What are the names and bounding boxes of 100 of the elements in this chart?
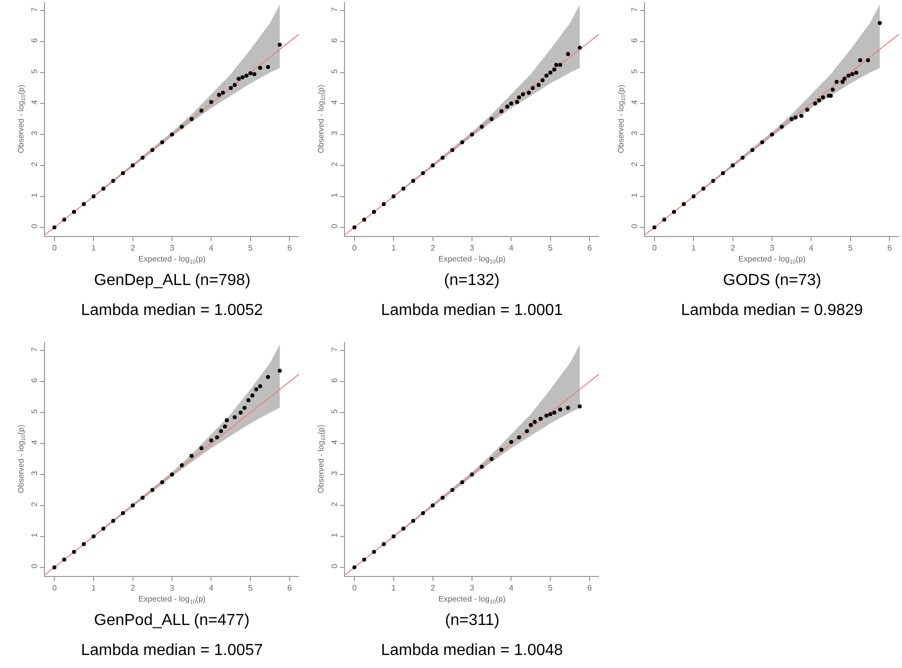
point <box>228 86 233 90</box>
x-tick-label: 2 <box>730 244 736 253</box>
point <box>548 70 552 75</box>
point <box>352 565 356 570</box>
point <box>250 394 254 398</box>
y-tick-label: 3 <box>330 470 339 476</box>
point <box>544 74 548 78</box>
y-tick-label: 3 <box>330 130 339 136</box>
point <box>805 108 810 112</box>
point <box>526 90 531 95</box>
point <box>711 178 716 183</box>
point <box>566 406 570 410</box>
y-tick-label: 4 <box>330 100 339 105</box>
point <box>215 435 220 440</box>
point <box>111 178 116 183</box>
point <box>820 95 825 100</box>
point <box>780 124 784 129</box>
x-tick-label: 1 <box>391 584 396 593</box>
point <box>150 148 154 152</box>
text: Lambda median = 0.9829 <box>681 302 864 319</box>
point <box>238 410 243 415</box>
point <box>224 418 229 422</box>
point <box>480 464 484 469</box>
point <box>401 526 406 531</box>
y-tick-label: 2 <box>330 161 339 166</box>
point <box>544 414 548 418</box>
y-tick-label: 7 <box>30 346 39 352</box>
text: Lambda median = 1.0001 <box>381 302 564 319</box>
x-axis-title: Expected - log$_{10}$(p) <box>138 254 206 266</box>
point <box>101 186 106 191</box>
point <box>222 424 227 428</box>
point <box>180 124 184 129</box>
text: GenPod_ALL (n=477) <box>94 612 250 629</box>
x-tick-label: 4 <box>508 244 514 253</box>
point <box>721 171 725 176</box>
point <box>672 210 676 214</box>
point <box>430 163 435 168</box>
text: (n=132) <box>444 272 500 289</box>
y-tick-label: 4 <box>630 100 639 105</box>
point <box>530 86 535 90</box>
y-tick-label: 5 <box>330 408 339 414</box>
point <box>382 202 386 206</box>
y-tick-label: 1 <box>630 192 639 198</box>
point <box>878 21 882 26</box>
point <box>450 148 454 152</box>
y-tick-label: 4 <box>30 100 39 105</box>
x-tick-label: 2 <box>430 244 436 253</box>
point <box>130 163 135 168</box>
point <box>392 534 396 538</box>
x-tick-label: 4 <box>508 584 514 593</box>
point <box>232 415 237 420</box>
x-tick-label: 3 <box>170 244 175 253</box>
point <box>72 210 76 214</box>
point <box>421 171 425 176</box>
x-tick-label: 5 <box>848 244 854 253</box>
y-tick-label: 5 <box>330 68 339 74</box>
point <box>515 100 520 104</box>
point <box>72 550 76 554</box>
point <box>854 70 858 75</box>
point <box>840 80 845 84</box>
point <box>219 429 223 434</box>
point <box>499 448 504 452</box>
text: Lambda median = 1.0048 <box>381 642 564 659</box>
point <box>834 80 839 84</box>
point <box>101 526 106 531</box>
y-tick-label: 7 <box>330 346 339 352</box>
x-tick-label: 4 <box>808 244 814 253</box>
point <box>160 480 164 484</box>
point <box>578 404 582 408</box>
x-tick-label: 0 <box>52 584 58 593</box>
point <box>509 102 514 106</box>
point <box>258 66 262 70</box>
y-tick-label: 7 <box>330 6 339 12</box>
point <box>240 75 245 80</box>
point <box>209 438 214 442</box>
x-tick-label: 1 <box>691 244 696 253</box>
y-tick-label: 1 <box>330 532 339 538</box>
y-tick-label: 6 <box>30 38 39 43</box>
point <box>750 148 754 152</box>
point <box>517 95 522 100</box>
point <box>830 88 835 92</box>
point <box>509 440 514 444</box>
point <box>817 98 822 102</box>
point <box>760 140 764 144</box>
point <box>548 412 552 416</box>
y-tick-label: 3 <box>630 130 639 136</box>
x-tick-label: 6 <box>887 244 892 253</box>
point <box>421 511 425 516</box>
point <box>242 406 247 410</box>
point <box>121 171 125 176</box>
point <box>490 457 494 461</box>
y-tick-label: 2 <box>30 161 39 166</box>
point <box>528 422 533 427</box>
point <box>540 78 545 82</box>
point <box>278 368 282 373</box>
point <box>246 398 250 402</box>
x-tick-label: 6 <box>587 244 592 253</box>
point <box>460 480 464 484</box>
point <box>170 132 174 136</box>
x-tick-label: 3 <box>770 244 775 253</box>
